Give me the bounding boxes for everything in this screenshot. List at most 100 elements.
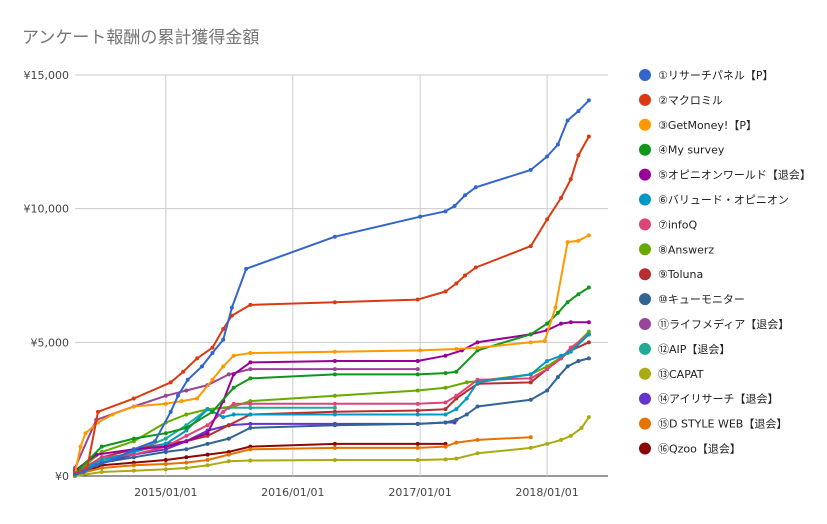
data-point: [443, 412, 448, 417]
legend-marker: [639, 442, 651, 455]
legend-label: ⑪ライフメディア【退会】: [658, 317, 789, 331]
data-point: [210, 377, 215, 382]
x-tick-label: 2015/01/01: [134, 486, 197, 499]
y-tick-label: ¥0: [55, 470, 69, 483]
data-point: [231, 353, 236, 358]
data-point: [226, 436, 231, 441]
data-point: [586, 320, 591, 325]
x-tick-label: 2016/01/01: [261, 486, 324, 499]
data-point: [248, 425, 253, 430]
data-point: [443, 420, 448, 425]
legend-marker: [639, 342, 651, 355]
data-point: [332, 457, 337, 462]
data-point: [528, 397, 533, 402]
data-point: [163, 431, 168, 436]
data-point: [248, 367, 253, 372]
data-point: [415, 457, 420, 462]
data-point: [415, 367, 420, 372]
data-point: [163, 449, 168, 454]
data-point: [568, 345, 573, 350]
series-group: [73, 233, 591, 476]
data-point: [332, 401, 337, 406]
data-point: [332, 349, 337, 354]
data-point: [586, 340, 591, 345]
x-tick-label: 2018/01/01: [515, 486, 578, 499]
data-point: [163, 436, 168, 441]
data-point: [475, 437, 480, 442]
data-point: [565, 240, 570, 245]
data-point: [153, 439, 158, 444]
data-point: [565, 300, 570, 305]
data-point: [221, 326, 226, 331]
data-point: [576, 238, 581, 243]
data-point: [221, 337, 226, 342]
legend-marker: [639, 168, 651, 181]
data-point: [226, 372, 231, 377]
data-point: [168, 380, 173, 385]
data-point: [131, 396, 136, 401]
legend-marker: [639, 218, 651, 231]
series-group: [73, 98, 591, 477]
data-point: [452, 203, 457, 208]
data-point: [454, 369, 459, 374]
data-point: [528, 435, 533, 440]
data-point: [415, 388, 420, 393]
legend-marker: [639, 417, 651, 430]
data-point: [443, 289, 448, 294]
data-point: [210, 345, 215, 350]
data-point: [332, 367, 337, 372]
data-point: [576, 292, 581, 297]
data-point: [332, 372, 337, 377]
data-point: [332, 359, 337, 364]
legend-marker: [639, 93, 651, 106]
data-point: [73, 472, 77, 477]
data-point: [443, 353, 448, 358]
data-point: [244, 266, 249, 271]
data-point: [454, 347, 459, 352]
series-group: [73, 332, 591, 476]
data-point: [555, 375, 560, 380]
legend-label: ⑧Answerz: [658, 243, 714, 256]
data-point: [415, 297, 420, 302]
data-point: [221, 364, 226, 369]
legend-marker: [639, 143, 651, 156]
data-point: [248, 412, 253, 417]
y-tick-label: ¥15,000: [24, 69, 70, 82]
data-point: [210, 351, 215, 356]
data-point: [555, 142, 560, 147]
data-point: [565, 118, 570, 123]
data-point: [464, 380, 469, 385]
data-point: [99, 469, 104, 474]
data-point: [195, 356, 200, 361]
data-point: [528, 340, 533, 345]
data-point: [131, 404, 136, 409]
data-point: [443, 209, 448, 214]
series-line: [74, 99, 590, 476]
legend-marker: [639, 268, 651, 281]
data-point: [332, 445, 337, 450]
data-point: [559, 353, 564, 358]
data-point: [463, 273, 468, 278]
series-group: [73, 134, 591, 476]
data-point: [248, 401, 253, 406]
data-point: [110, 412, 115, 417]
data-point: [332, 441, 337, 446]
data-point: [443, 385, 448, 390]
data-point: [226, 423, 231, 428]
data-point: [528, 244, 533, 249]
legend-label: ⑯Qzoo【退会】: [658, 443, 741, 456]
data-point: [205, 407, 210, 412]
data-point: [131, 436, 136, 441]
data-point: [184, 425, 189, 430]
data-point: [415, 408, 420, 413]
data-point: [231, 401, 236, 406]
data-point: [443, 407, 448, 412]
data-point: [415, 359, 420, 364]
data-point: [559, 321, 564, 326]
data-point: [248, 421, 253, 426]
data-point: [131, 463, 136, 468]
data-point: [415, 372, 420, 377]
data-point: [205, 463, 210, 468]
legend-marker: [639, 243, 651, 256]
